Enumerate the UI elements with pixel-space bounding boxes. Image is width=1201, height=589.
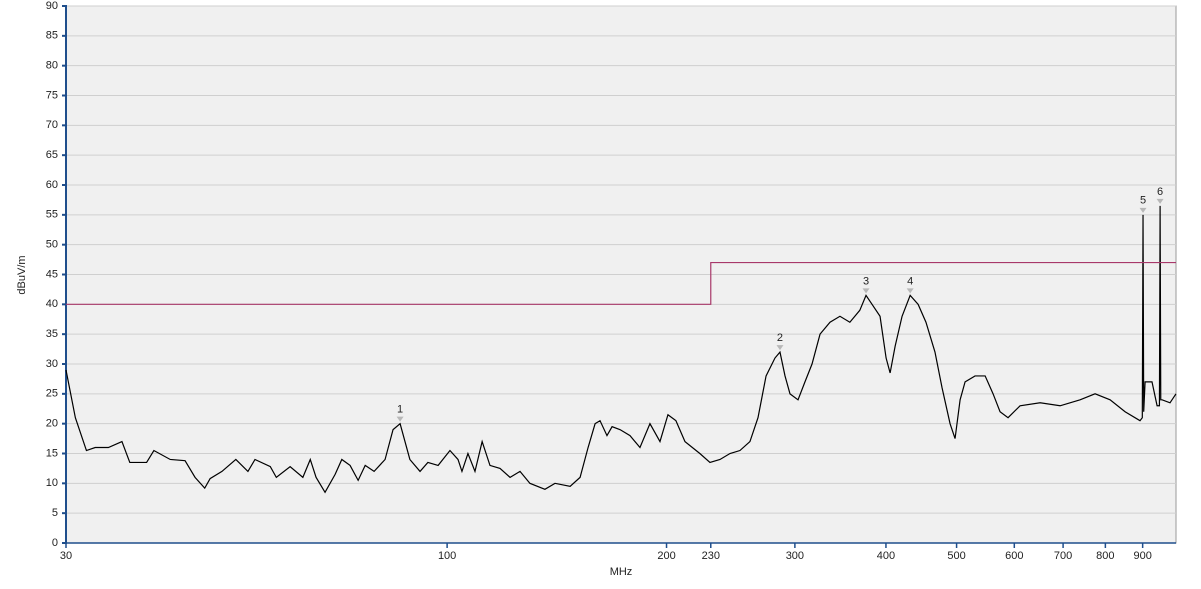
x-tick-label: 30 [60,550,72,562]
marker-label: 5 [1140,195,1146,207]
line-series [66,261,1176,305]
x-tick-label: 500 [947,550,965,562]
marker [1156,198,1164,204]
y-tick-label: 55 [46,209,58,221]
x-tick-label: 230 [702,550,720,562]
y-tick-label: 5 [52,507,58,519]
y-tick-label: 40 [46,298,58,310]
y-tick-label: 85 [46,30,58,42]
marker [396,416,404,422]
marker [776,345,784,351]
y-tick-label: 90 [46,0,58,12]
marker-label: 6 [1157,186,1163,198]
y-tick-label: 20 [46,418,58,430]
x-tick-label: 700 [1054,550,1072,562]
line-series [65,205,1177,494]
y-tick-label: 65 [46,149,58,161]
x-tick-label: 600 [1005,550,1023,562]
y-tick-label: 30 [46,358,58,370]
y-tick-label: 50 [46,239,58,251]
y-axis-label: dBuV/m [16,255,28,294]
x-tick-label: 300 [786,550,804,562]
y-tick-label: 80 [46,60,58,72]
y-tick-label: 45 [46,268,58,280]
y-tick-label: 35 [46,328,58,340]
x-axis-label: MHz [610,566,633,578]
y-tick-label: 60 [46,179,58,191]
marker-label: 2 [777,332,783,344]
y-tick-label: 15 [46,447,58,459]
x-tick-label: 200 [657,550,675,562]
marker-label: 3 [863,275,869,287]
marker [1139,207,1147,213]
marker [862,288,870,294]
marker-label: 4 [907,275,913,287]
marker-label: 1 [397,404,403,416]
x-tick-label: 900 [1133,550,1151,562]
marker [906,288,914,294]
y-tick-label: 25 [46,388,58,400]
y-tick-label: 0 [52,537,58,549]
x-tick-label: 400 [877,550,895,562]
y-tick-label: 70 [46,119,58,131]
x-tick-label: 800 [1096,550,1114,562]
y-tick-label: 10 [46,477,58,489]
y-tick-label: 75 [46,89,58,101]
x-tick-label: 100 [438,550,456,562]
